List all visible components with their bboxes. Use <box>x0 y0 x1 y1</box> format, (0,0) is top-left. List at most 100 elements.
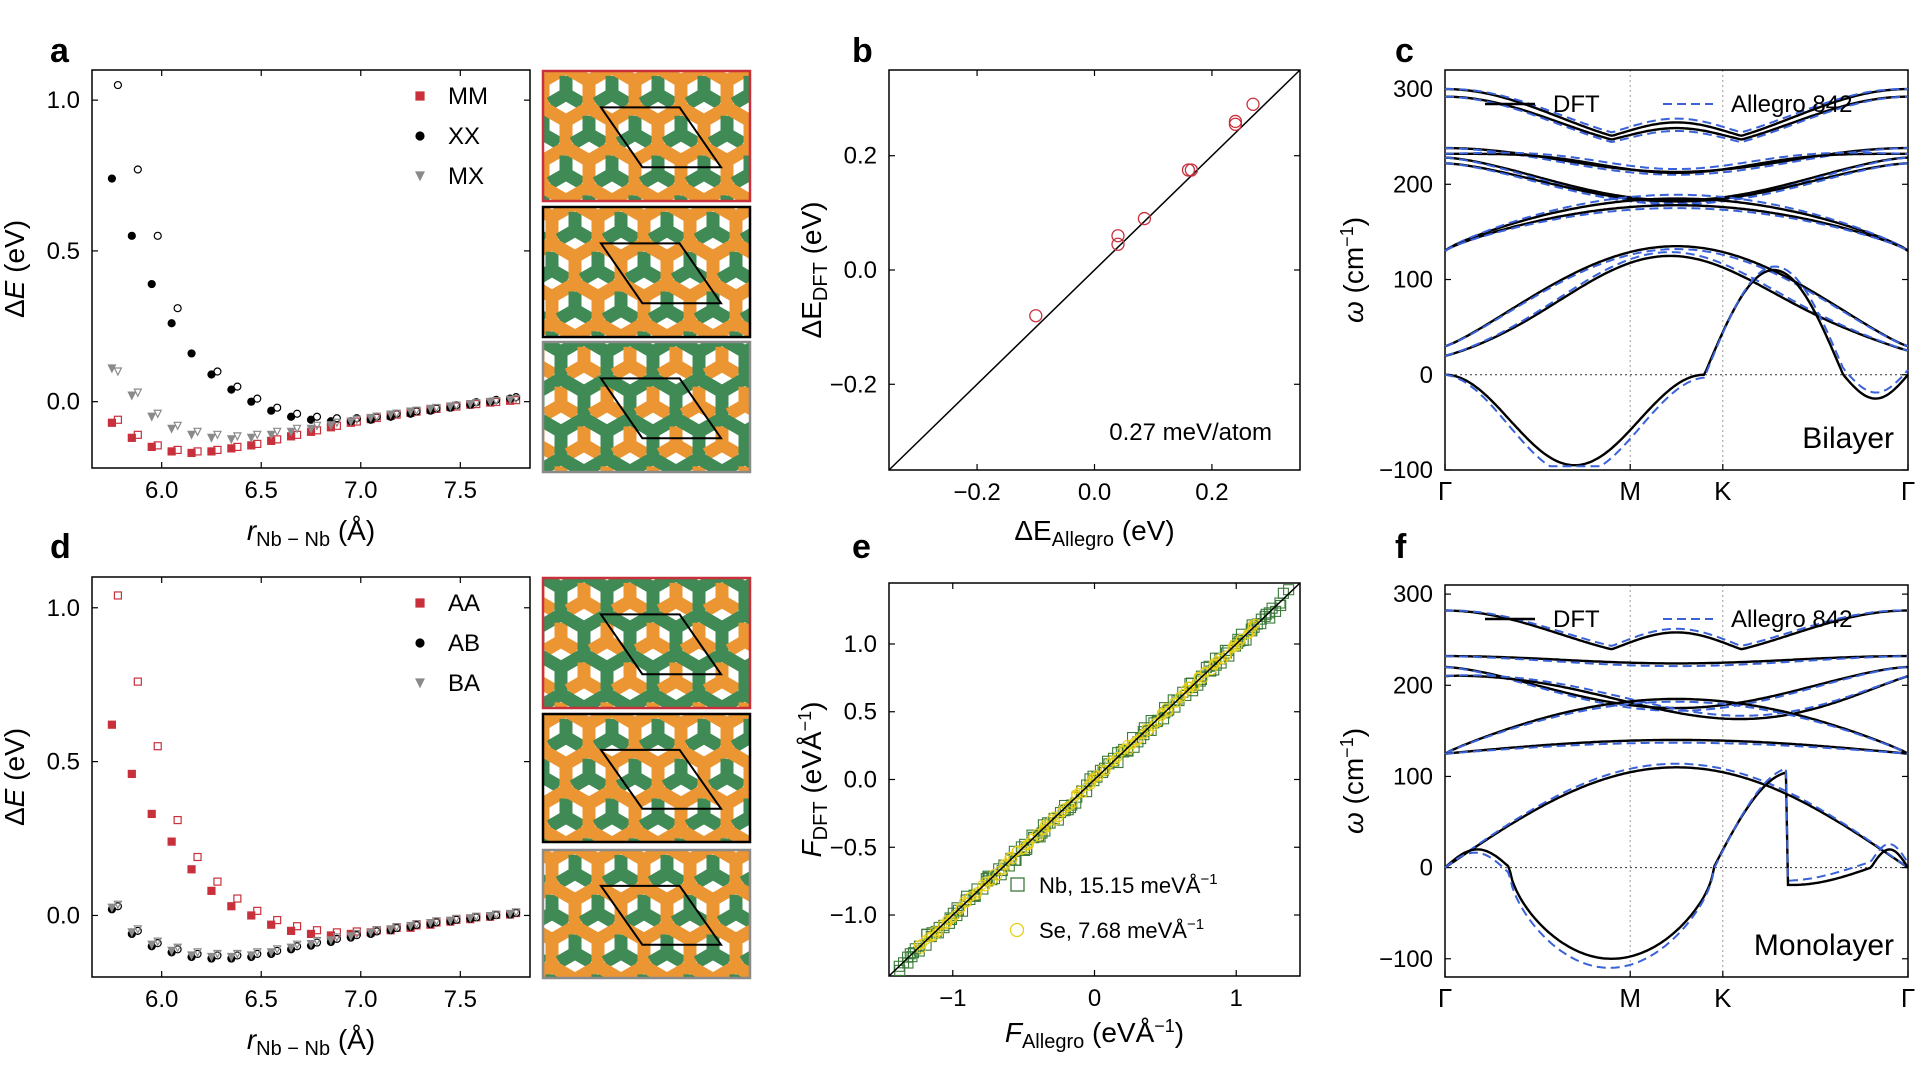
point-se <box>1096 764 1107 775</box>
bond-se <box>631 714 662 730</box>
bond-se <box>709 207 740 223</box>
unit-cell <box>599 242 723 305</box>
bond-nb <box>672 359 696 381</box>
point-nb <box>969 890 981 902</box>
bond-se <box>796 147 819 160</box>
point-se <box>1163 706 1174 717</box>
bond-nb <box>775 641 791 650</box>
band-allegro <box>1444 700 1909 755</box>
bond-nb <box>683 564 699 573</box>
point-aa-open <box>193 852 202 862</box>
bond-nb <box>865 936 881 945</box>
bond-se <box>571 880 602 906</box>
point-mx <box>286 427 296 437</box>
bond-nb <box>837 405 853 414</box>
bond-nb <box>773 214 789 223</box>
point-se <box>984 875 995 886</box>
bond-nb <box>543 399 565 420</box>
bond-nb <box>844 601 860 610</box>
band-allegro <box>1444 162 1909 206</box>
bond-nb <box>736 1072 752 1080</box>
bond-se <box>814 614 837 627</box>
bond-se <box>667 1006 690 1019</box>
bond-nb <box>745 485 761 494</box>
bond-nb <box>594 907 618 928</box>
lattice <box>543 325 853 573</box>
bond-nb <box>798 445 814 454</box>
y-label-sym: Δ <box>0 807 30 826</box>
point-mx-open <box>491 396 501 406</box>
point-aa-open <box>133 677 142 686</box>
band-dft <box>1444 162 1909 203</box>
bond-nb <box>766 993 782 1002</box>
bond-nb <box>607 561 623 570</box>
bond-se <box>497 711 520 724</box>
bond-se <box>814 535 837 548</box>
bond-nb <box>775 325 791 334</box>
bond-se <box>631 744 662 770</box>
bond-se <box>791 654 814 667</box>
bond-nb <box>626 359 650 381</box>
bond-se <box>791 418 814 431</box>
bond-nb <box>649 399 673 420</box>
y-axis-label: ΔE (eV) <box>0 728 30 826</box>
bond-se <box>750 267 773 280</box>
y-label-var: E <box>0 280 30 299</box>
bond-se <box>723 141 750 167</box>
bond-se <box>746 836 750 842</box>
bond-nb <box>654 811 678 832</box>
bond-se <box>741 342 750 358</box>
bond-nb <box>624 907 648 928</box>
point-se <box>1049 815 1060 826</box>
bond-nb <box>718 439 742 460</box>
bond-se <box>617 317 648 337</box>
bond-nb <box>782 190 798 199</box>
bond-se <box>842 107 865 120</box>
point-aa-open <box>153 742 162 751</box>
bond-nb <box>699 561 715 570</box>
bond-nb <box>748 368 750 371</box>
bond-nb <box>821 561 837 570</box>
bond-se <box>732 207 750 223</box>
bond-nb <box>684 731 708 753</box>
bond-nb <box>814 365 830 374</box>
bond-se <box>483 847 506 860</box>
bond-nb <box>729 561 745 570</box>
bond-nb <box>766 913 782 922</box>
bond-nb <box>789 390 805 399</box>
bond-se <box>732 880 750 903</box>
bond-nb <box>773 857 789 866</box>
point-energy <box>1137 211 1152 226</box>
bond-se <box>732 850 750 866</box>
x-label-sub: Nb − Nb <box>256 1038 330 1060</box>
y-label-close: ) <box>796 702 827 711</box>
bond-se <box>768 694 791 707</box>
axes-frame <box>1444 584 1909 978</box>
point-aa <box>207 886 216 895</box>
bond-nb <box>739 950 750 968</box>
bond-se <box>543 181 570 201</box>
bond-se <box>506 323 529 336</box>
y-tick-label: 0.0 <box>844 767 877 794</box>
y-label-base: ΔE <box>796 301 827 338</box>
bond-se <box>497 187 520 200</box>
bond-nb <box>543 596 558 617</box>
bond-se <box>543 796 547 804</box>
y-tick-label: −100 <box>1379 946 1433 973</box>
bond-se <box>621 1046 644 1059</box>
bond-se <box>520 267 543 280</box>
x-label-sub: Allegro <box>1052 529 1114 551</box>
bond-se <box>700 744 731 770</box>
bond-se <box>580 452 611 472</box>
bond-se <box>483 363 506 376</box>
bond-se <box>543 880 556 900</box>
bond-se <box>571 850 602 866</box>
legend-label-se: Se, 7.68 meVÅ−1 <box>1039 916 1204 943</box>
legend: Nb, 15.15 meVÅ−1Se, 7.68 meVÅ−1 <box>1009 871 1218 943</box>
bond-se <box>828 403 851 416</box>
bond-se <box>603 578 634 594</box>
bond-nb <box>677 128 701 149</box>
legend-marker-xx <box>415 131 425 141</box>
legend-marker-ba <box>415 678 425 689</box>
bond-nb <box>736 993 752 1002</box>
